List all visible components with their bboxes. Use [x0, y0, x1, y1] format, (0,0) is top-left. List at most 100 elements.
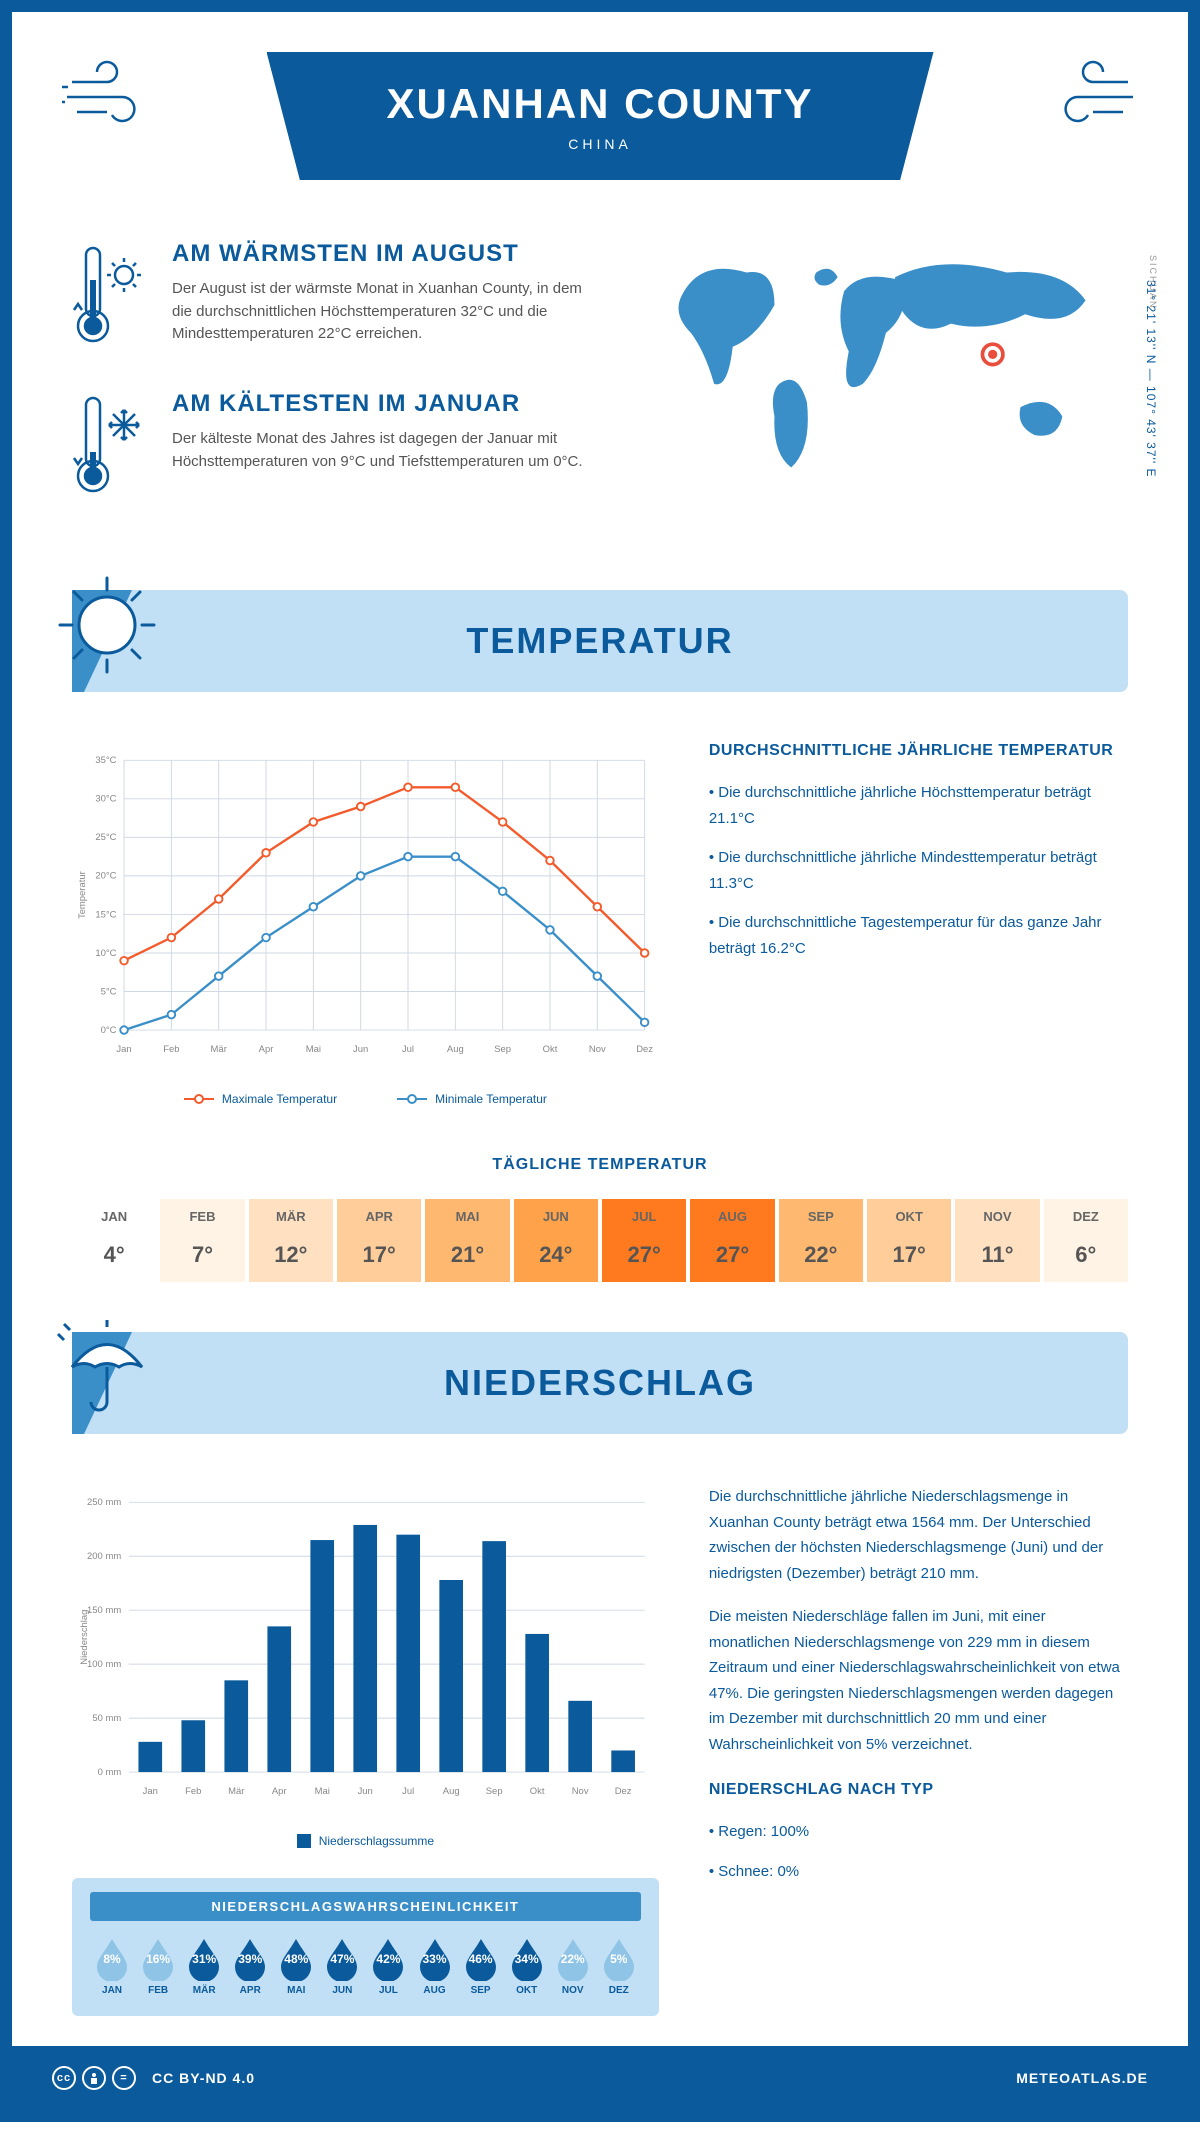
svg-text:Feb: Feb — [163, 1044, 179, 1055]
precipitation-probability: NIEDERSCHLAGSWAHRSCHEINLICHKEIT 8% JAN 1… — [72, 1878, 659, 2016]
precip-legend-label: Niederschlagssumme — [319, 1834, 434, 1848]
daily-temp-cell: JAN4° — [72, 1199, 156, 1282]
temperature-legend: .legend-line[style*='#f35b2c']::after{bo… — [72, 1092, 659, 1106]
probability-drop: 33% AUG — [412, 1937, 456, 1996]
footer: cc = CC BY-ND 4.0 METEOATLAS.DE — [12, 2046, 1188, 2110]
svg-text:Jun: Jun — [358, 1786, 373, 1797]
svg-text:0 mm: 0 mm — [98, 1767, 122, 1778]
svg-text:Dez: Dez — [636, 1044, 653, 1055]
daily-temp-cell: AUG27° — [690, 1199, 774, 1282]
precip-type-heading: NIEDERSCHLAG NACH TYP — [709, 1781, 1128, 1799]
daily-temp-cell: JUN24° — [514, 1199, 598, 1282]
temp-info-heading: DURCHSCHNITTLICHE JÄHRLICHE TEMPERATUR — [709, 742, 1128, 760]
svg-text:Jul: Jul — [402, 1786, 414, 1797]
svg-text:Dez: Dez — [615, 1786, 632, 1797]
by-icon — [82, 2066, 106, 2090]
precipitation-bar-chart: 0 mm50 mm100 mm150 mm200 mm250 mmJanFebM… — [72, 1484, 659, 2016]
svg-text:Mai: Mai — [306, 1044, 321, 1055]
probability-drop: 48% MAI — [274, 1937, 318, 1996]
probability-drop: 16% FEB — [136, 1937, 180, 1996]
svg-text:Apr: Apr — [259, 1044, 274, 1055]
probability-drop: 34% OKT — [505, 1937, 549, 1996]
daily-temp-cell: NOV11° — [955, 1199, 1039, 1282]
temperature-banner: TEMPERATUR — [72, 590, 1128, 692]
daily-temp-cell: SEP22° — [779, 1199, 863, 1282]
svg-text:Jun: Jun — [353, 1044, 368, 1055]
svg-text:10°C: 10°C — [95, 948, 116, 959]
probability-drop: 8% JAN — [90, 1937, 134, 1996]
infographic-frame: XUANHAN COUNTY CHINA — [0, 0, 1200, 2122]
daily-temp-cell: MÄR12° — [249, 1199, 333, 1282]
probability-drop: 31% MÄR — [182, 1937, 226, 1996]
daily-temp-cell: MAI21° — [425, 1199, 509, 1282]
temperature-info: DURCHSCHNITTLICHE JÄHRLICHE TEMPERATUR •… — [709, 742, 1128, 1106]
svg-text:Niederschlag: Niederschlag — [79, 1610, 90, 1665]
svg-text:Aug: Aug — [447, 1044, 464, 1055]
prob-heading: NIEDERSCHLAGSWAHRSCHEINLICHKEIT — [90, 1892, 641, 1921]
svg-text:Jan: Jan — [143, 1786, 158, 1797]
precip-type: • Schnee: 0% — [709, 1859, 1128, 1885]
probability-drop: 46% SEP — [459, 1937, 503, 1996]
daily-temp-cell: APR17° — [337, 1199, 421, 1282]
page-subtitle: CHINA — [387, 136, 814, 152]
svg-text:35°C: 35°C — [95, 755, 116, 766]
svg-text:5°C: 5°C — [101, 986, 117, 997]
svg-text:Feb: Feb — [185, 1786, 201, 1797]
svg-text:50 mm: 50 mm — [92, 1713, 121, 1724]
probability-drop: 47% JUN — [320, 1937, 364, 1996]
brand-text: METEOATLAS.DE — [1016, 2070, 1148, 2086]
nd-icon: = — [112, 2066, 136, 2090]
svg-text:Temperatur: Temperatur — [77, 871, 88, 919]
svg-text:150 mm: 150 mm — [87, 1605, 121, 1616]
coldest-block: AM KÄLTESTEN IM JANUAR Der kälteste Mona… — [72, 390, 604, 505]
svg-text:Okt: Okt — [530, 1786, 545, 1797]
svg-text:Sep: Sep — [494, 1044, 511, 1055]
svg-text:100 mm: 100 mm — [87, 1659, 121, 1670]
cc-icon: cc — [52, 2066, 76, 2090]
svg-text:Jan: Jan — [116, 1044, 131, 1055]
svg-text:Nov: Nov — [572, 1786, 589, 1797]
precip-type: • Regen: 100% — [709, 1819, 1128, 1845]
precipitation-heading: NIEDERSCHLAG — [112, 1362, 1088, 1404]
wind-icon — [1038, 57, 1138, 132]
svg-text:Apr: Apr — [272, 1786, 287, 1797]
world-map — [644, 240, 1128, 500]
svg-text:Okt: Okt — [543, 1044, 558, 1055]
sun-icon — [52, 570, 162, 685]
probability-drop: 42% JUL — [366, 1937, 410, 1996]
precipitation-banner: NIEDERSCHLAG — [72, 1332, 1128, 1434]
warmest-text: Der August ist der wärmste Monat in Xuan… — [172, 278, 604, 346]
svg-text:200 mm: 200 mm — [87, 1551, 121, 1562]
temp-bullet: • Die durchschnittliche jährliche Höchst… — [709, 780, 1128, 831]
svg-text:30°C: 30°C — [95, 794, 116, 805]
temperature-heading: TEMPERATUR — [112, 620, 1088, 662]
title-banner: XUANHAN COUNTY CHINA — [267, 52, 934, 180]
temperature-line-chart: 0°C5°C10°C15°C20°C25°C30°C35°CJanFebMärA… — [72, 742, 659, 1106]
svg-text:Mär: Mär — [228, 1786, 244, 1797]
svg-text:Aug: Aug — [443, 1786, 460, 1797]
svg-text:25°C: 25°C — [95, 832, 116, 843]
daily-temp-heading: TÄGLICHE TEMPERATUR — [72, 1156, 1128, 1174]
svg-text:Mär: Mär — [211, 1044, 227, 1055]
license-badge: cc = CC BY-ND 4.0 — [52, 2066, 255, 2090]
precip-text-2: Die meisten Niederschläge fallen im Juni… — [709, 1604, 1128, 1757]
temp-bullet: • Die durchschnittliche jährliche Mindes… — [709, 845, 1128, 896]
legend-item: .legend-line[style*='#3a8fc9']::after{bo… — [397, 1092, 547, 1106]
probability-drop: 5% DEZ — [597, 1937, 641, 1996]
daily-temp-cell: OKT17° — [867, 1199, 951, 1282]
warmest-block: AM WÄRMSTEN IM AUGUST Der August ist der… — [72, 240, 604, 355]
daily-temp-cell: FEB7° — [160, 1199, 244, 1282]
coldest-title: AM KÄLTESTEN IM JANUAR — [172, 390, 604, 418]
warmest-title: AM WÄRMSTEN IM AUGUST — [172, 240, 604, 268]
precipitation-info: Die durchschnittliche jährliche Niedersc… — [709, 1484, 1128, 2016]
coldest-text: Der kälteste Monat des Jahres ist dagege… — [172, 428, 604, 473]
legend-item: .legend-line[style*='#f35b2c']::after{bo… — [184, 1092, 337, 1106]
daily-temperature: TÄGLICHE TEMPERATUR JAN4° FEB7° MÄR12° A… — [12, 1136, 1188, 1332]
daily-temp-cell: DEZ6° — [1044, 1199, 1128, 1282]
coordinates: 31° 21' 13'' N — 107° 43' 37'' E — [1144, 280, 1158, 477]
svg-text:Jul: Jul — [402, 1044, 414, 1055]
temp-bullet: • Die durchschnittliche Tagestemperatur … — [709, 910, 1128, 961]
svg-text:20°C: 20°C — [95, 871, 116, 882]
precip-legend: Niederschlagssumme — [72, 1834, 659, 1848]
umbrella-icon — [52, 1312, 162, 1427]
